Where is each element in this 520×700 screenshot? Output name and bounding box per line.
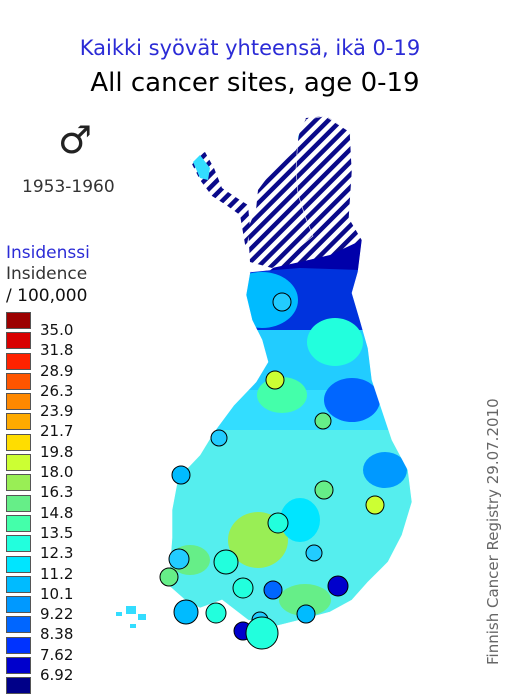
legend-swatch: [6, 657, 31, 675]
legend-label: 6.92: [40, 666, 74, 685]
city-incidence-circle: [272, 292, 292, 312]
legend-swatch: [6, 636, 31, 654]
city-circles: [159, 292, 385, 650]
city-incidence-circle: [365, 495, 385, 515]
legend-label: 26.3: [40, 381, 74, 400]
legend-label: 18.0: [40, 463, 74, 482]
legend-label: 14.8: [40, 503, 74, 522]
legend-swatch: [6, 555, 31, 573]
legend-swatch: [6, 352, 31, 370]
city-incidence-circle: [305, 544, 323, 562]
legend-swatch: [6, 575, 31, 593]
city-incidence-circle: [327, 575, 349, 597]
legend-swatch: [6, 332, 31, 350]
city-incidence-circle: [267, 512, 289, 534]
lapland-hatched-region: [248, 116, 362, 268]
city-incidence-circle: [205, 602, 227, 624]
legend-heading-finnish: Insidenssi: [6, 243, 90, 263]
map-title-finnish: Kaikki syövät yhteensä, ikä 0-19: [79, 36, 421, 60]
city-incidence-circle: [168, 548, 190, 570]
legend-label: 35.0: [40, 321, 74, 339]
legend-label: 9.22: [40, 605, 74, 624]
city-incidence-circle: [171, 465, 191, 485]
legend-label: 7.62: [40, 645, 74, 664]
legend-label: 19.8: [40, 442, 74, 461]
legend-swatch: [6, 474, 31, 492]
legend-label: 10.1: [40, 584, 74, 603]
legend-swatch: [6, 535, 31, 553]
legend-swatch: [6, 677, 31, 695]
city-incidence-circle: [213, 549, 239, 575]
legend-label: 8.38: [40, 625, 74, 644]
credit-text: Finnish Cancer Registry 29.07.2010: [484, 398, 502, 665]
city-incidence-circle: [173, 599, 199, 625]
city-incidence-circle: [245, 616, 279, 650]
city-incidence-circle: [314, 412, 332, 430]
legend-label: 12.3: [40, 544, 74, 563]
city-incidence-circle: [232, 577, 254, 599]
legend-label: 16.3: [40, 483, 74, 502]
city-incidence-circle: [265, 370, 285, 390]
aland-islands: [116, 606, 146, 628]
legend-swatch: [6, 393, 31, 411]
legend-label: 28.9: [40, 361, 74, 380]
legend-swatch: [6, 413, 31, 431]
legend-unit: / 100,000: [6, 286, 88, 306]
legend-swatch: [6, 494, 31, 512]
legend-label: 13.5: [40, 523, 74, 542]
city-incidence-circle: [210, 429, 228, 447]
male-symbol-icon: ♂: [58, 118, 93, 162]
legend-label: 23.9: [40, 402, 74, 421]
city-incidence-circle: [314, 480, 334, 500]
city-incidence-circle: [296, 604, 316, 624]
city-incidence-circle: [159, 567, 179, 587]
legend-swatch: [6, 454, 31, 472]
legend-label: 31.8: [40, 341, 74, 360]
city-incidence-circle: [263, 580, 283, 600]
map-title-english: All cancer sites, age 0-19: [90, 68, 420, 98]
legend-swatch: [6, 372, 31, 390]
legend-swatch: [6, 312, 31, 329]
legend-label: 21.7: [40, 422, 74, 441]
legend-swatch: [6, 433, 31, 451]
legend-heading-english: Insidence: [6, 264, 88, 284]
legend-label: 11.2: [40, 564, 74, 583]
legend-swatch: [6, 514, 31, 532]
period-label: 1953-1960: [22, 177, 115, 197]
legend-swatch: [6, 596, 31, 614]
legend-swatch: [6, 616, 31, 634]
